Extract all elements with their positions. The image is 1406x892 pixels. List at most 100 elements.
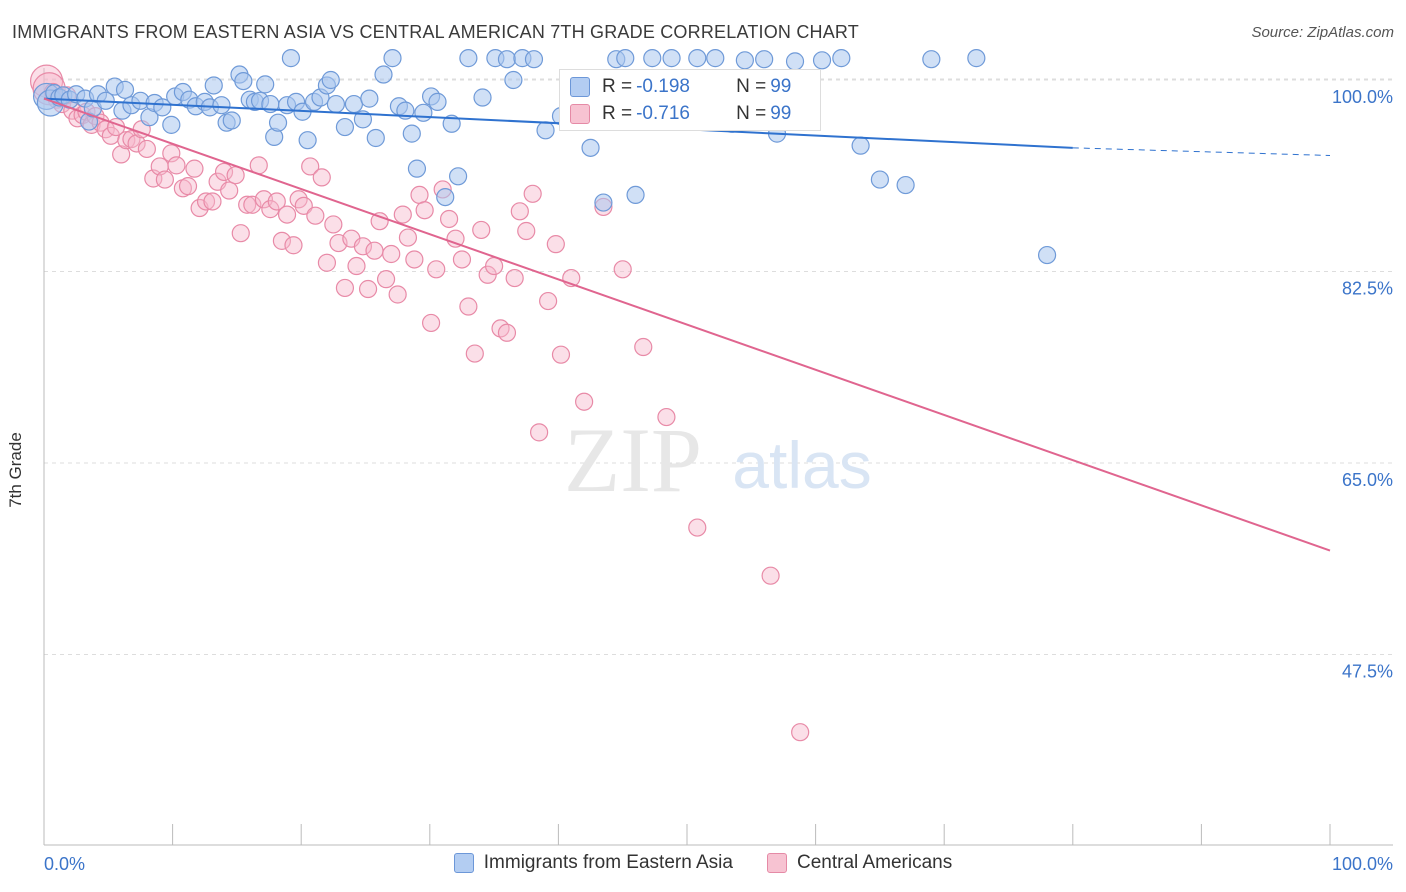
pink-point (301, 157, 320, 176)
blue-point (1037, 245, 1057, 265)
pink-point (243, 195, 262, 214)
blue-point (115, 80, 135, 99)
blue-point (870, 170, 890, 189)
blue-point (616, 49, 635, 68)
blue-point (497, 50, 517, 69)
pink-point (485, 256, 504, 276)
blue-point (536, 121, 555, 140)
pink-point (335, 278, 355, 298)
pink-point (226, 166, 245, 185)
blue-point (706, 49, 725, 68)
pink-point (410, 185, 429, 204)
pink-point (523, 184, 542, 203)
blue-point (234, 71, 253, 91)
legend-swatch-pink (766, 853, 787, 873)
pink-point (427, 260, 446, 279)
y-tick-label: 100.0% (1332, 87, 1393, 107)
pink-point (196, 192, 216, 211)
pink-point (277, 205, 297, 224)
pink-point (791, 723, 810, 742)
pink-r-label: R = (602, 103, 633, 124)
stats-legend: R = -0.198 N = 99 R = -0.716 N = 99 (559, 69, 821, 131)
pink-point (388, 285, 407, 304)
watermark-atlas: atlas (732, 428, 871, 502)
blue-point (504, 70, 523, 90)
pink-point (382, 244, 401, 264)
pink-point (505, 268, 524, 288)
watermark-zip: ZIP (564, 409, 702, 511)
legend-label-pink: Central Americans (796, 852, 953, 873)
stats-row-pink: R = -0.716 N = 99 (570, 103, 791, 125)
pink-point (497, 323, 517, 342)
pink-point (472, 220, 491, 240)
pink-point (238, 195, 257, 214)
pink-point (634, 337, 653, 357)
pink-point (465, 344, 484, 363)
pink-point (353, 237, 373, 256)
pink-point (137, 139, 156, 159)
blue-point (448, 167, 468, 186)
blue-point (321, 70, 340, 90)
pink-point (613, 260, 632, 279)
pink-point (657, 407, 676, 427)
pink-point (370, 212, 389, 231)
blue-point (851, 136, 870, 155)
pink-point (220, 181, 239, 200)
blue-point (473, 88, 492, 107)
blue-point (414, 103, 433, 122)
pink-point (551, 345, 571, 364)
pink-point (358, 279, 378, 299)
legend-item-blue[interactable]: Immigrants from Eastern Asia (453, 852, 733, 874)
pink-point (203, 192, 222, 211)
blue-point (402, 124, 421, 143)
y-tick-label: 82.5% (1342, 279, 1393, 299)
blue-point (643, 49, 662, 68)
pink-r-value: -0.716 (636, 103, 690, 124)
blue-point (281, 49, 301, 68)
blue-point (428, 92, 447, 111)
pink-point (294, 196, 313, 215)
legend-swatch-blue (453, 853, 474, 873)
blue-point (442, 114, 461, 133)
pink-point (167, 156, 186, 175)
legend-item-pink[interactable]: Central Americans (766, 852, 953, 874)
pink-point (231, 224, 250, 243)
blue-point (344, 94, 364, 114)
blue-point (785, 52, 805, 71)
pink-point (365, 241, 384, 260)
pink-point (162, 144, 181, 163)
blue-point (374, 65, 393, 84)
pink-point (112, 145, 131, 164)
blue-point (524, 50, 544, 69)
trend-lines (43, 97, 1331, 552)
pink-point (510, 202, 529, 221)
pink-point (347, 256, 366, 276)
blue-point (436, 187, 455, 207)
pink-point (517, 221, 536, 241)
pink-point (324, 215, 343, 234)
pink-point (393, 205, 412, 224)
pink-point (127, 134, 146, 153)
pink-swatch (570, 104, 590, 124)
blue-point (366, 128, 385, 148)
chart-title: IMMIGRANTS FROM EASTERN ASIA VS CENTRAL … (12, 22, 859, 42)
bottom-legend: Immigrants from Eastern Asia Central Ame… (0, 852, 1406, 874)
blue-point (353, 110, 373, 129)
pink-point (272, 231, 292, 250)
trend-line-blue (43, 97, 1073, 149)
pink-point (312, 168, 331, 187)
blue-point (594, 193, 613, 212)
blue-point (326, 94, 346, 114)
blue-point (360, 89, 379, 108)
blue-point (581, 138, 600, 157)
pink-point (317, 253, 337, 272)
source-label: Source: ZipAtlas.com (1251, 24, 1394, 41)
y-tick-label: 47.5% (1342, 662, 1393, 682)
pink-point (178, 177, 198, 196)
blue-point (222, 111, 241, 130)
blue-point (922, 50, 941, 69)
pink-point (421, 313, 441, 333)
blue-point (626, 185, 645, 204)
pink-point (452, 250, 472, 269)
